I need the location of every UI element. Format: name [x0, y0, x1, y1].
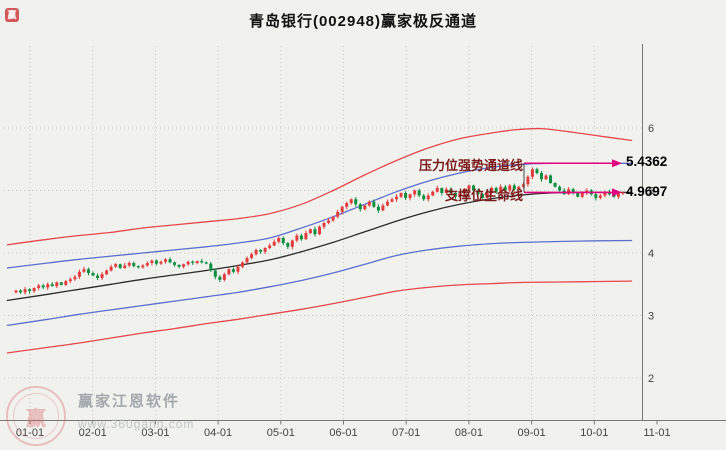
svg-text:08-01: 08-01	[455, 427, 483, 439]
resistance-value-label: 5.4362	[626, 154, 668, 169]
svg-text:5: 5	[648, 186, 654, 198]
svg-text:05-01: 05-01	[267, 427, 295, 439]
watermark: 赢 赢家江恩软件 www.360gann.com	[6, 386, 194, 446]
watermark-url-text: www.360gann.com	[78, 417, 195, 431]
resistance-annotation-label: 压力位强势通道线	[418, 158, 523, 173]
watermark-brand-text: 赢家江恩软件	[78, 393, 181, 410]
svg-text:11-01: 11-01	[643, 427, 670, 439]
svg-text:04-01: 04-01	[204, 427, 232, 439]
svg-text:06-01: 06-01	[329, 427, 357, 439]
svg-text:02-01: 02-01	[79, 427, 107, 439]
app-logo-icon: 赢	[5, 8, 19, 22]
support-value-label: 4.9697	[626, 184, 668, 199]
svg-text:4: 4	[648, 248, 654, 260]
brand-logo-char: 赢	[26, 407, 46, 430]
svg-text:6: 6	[648, 123, 654, 135]
chart-title: 青岛银行(002948)赢家极反通道	[248, 13, 478, 30]
svg-text:2: 2	[648, 373, 654, 385]
brand-logo-icon: 赢	[6, 386, 66, 446]
svg-text:09-01: 09-01	[518, 427, 546, 439]
svg-text:03-01: 03-01	[141, 427, 169, 439]
svg-text:10-01: 10-01	[580, 427, 608, 439]
support-annotation-label: 支撑位生命线	[444, 188, 523, 203]
svg-text:07-01: 07-01	[392, 427, 420, 439]
svg-text:3: 3	[648, 311, 654, 323]
